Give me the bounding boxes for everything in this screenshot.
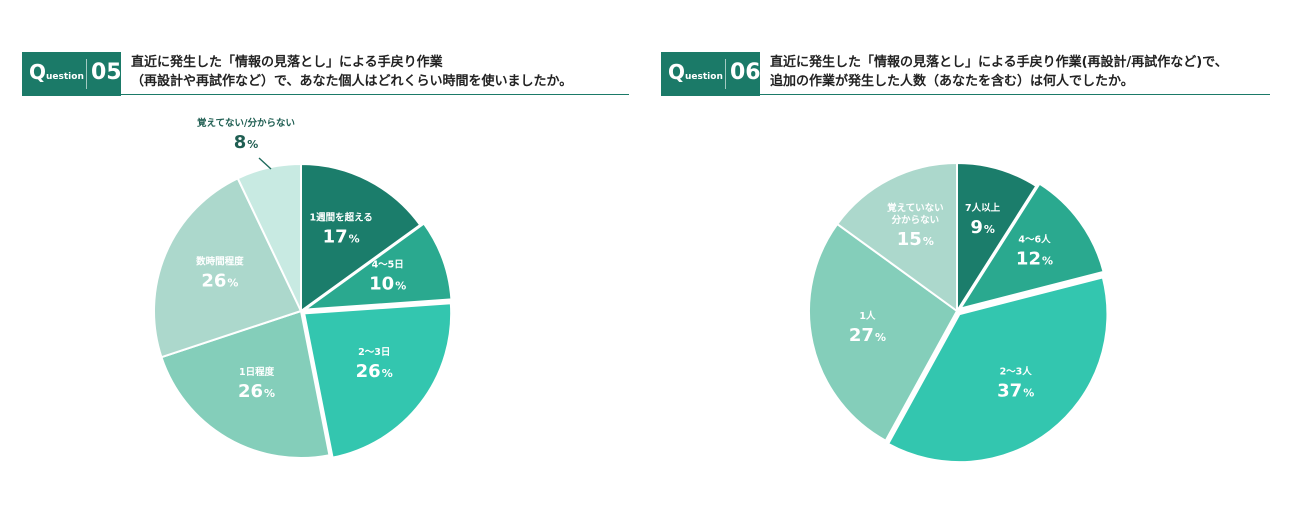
question-badge: Q uestion 05 — [22, 52, 122, 96]
slice-label: 2〜3人 — [1000, 366, 1033, 378]
header-underline — [22, 94, 629, 95]
question-number: 06 — [730, 60, 761, 85]
slice-label: 覚えてない/分からない — [196, 117, 295, 129]
slice-value: 17% — [323, 226, 360, 247]
pie-slice-2 — [303, 222, 453, 311]
slice-label: 1日程度 — [239, 366, 275, 378]
pie-slice-5 — [153, 177, 302, 359]
badge-label: uestion — [685, 72, 723, 82]
question-title-line: （再設計や再試作など）で、あなた個人はどれくらい時間を使いましたか。 — [131, 74, 573, 89]
question-number: 05 — [91, 60, 122, 85]
question-05-panel: Q uestion 05 直近に発生した「情報の見落とし」による手戻り作業 （再… — [22, 52, 629, 459]
slice-label: 4〜6人 — [1018, 234, 1051, 246]
pie-slice-1 — [300, 163, 422, 312]
question-06-panel: Q uestion 06 直近に発生した「情報の見落とし」による手戻り作業(再設… — [650, 0, 1300, 509]
slice-value: 37% — [997, 381, 1034, 402]
slice-label: 2〜3日 — [358, 347, 390, 358]
question-header: Q uestion 06 直近に発生した「情報の見落とし」による手戻り作業(再設… — [661, 52, 1270, 96]
question-title-line: 直近に発生した「情報の見落とし」による手戻り作業 — [131, 55, 443, 70]
badge-label: uestion — [46, 72, 84, 82]
pie-slice-3 — [303, 302, 453, 459]
pie-slice-2 — [959, 182, 1105, 310]
pie-chart-q5: 1週間を超える 17% 4〜5日 10% 2〜3日 26% 1日程度 26% 数時間程度 26% 覚… — [153, 117, 453, 459]
slice-value: 15% — [897, 229, 934, 250]
slice-value: 26% — [238, 381, 275, 402]
slice-label: 覚えていない — [886, 202, 944, 214]
question-title-line: 直近に発生した「情報の見落とし」による手戻り作業(再設計/再試作など)で、 — [770, 55, 1228, 70]
slice-label: 分からない — [892, 214, 940, 226]
slice-value: 10% — [369, 274, 406, 295]
pie-slice-4 — [160, 310, 331, 459]
question-title: 直近に発生した「情報の見落とし」による手戻り作業(再設計/再試作など)で、 追加… — [770, 53, 1270, 91]
slice-value: 9% — [970, 217, 995, 238]
slice-label: 4〜5日 — [372, 260, 404, 271]
pie-slice-4 — [808, 223, 958, 442]
slice-value: 8% — [234, 132, 259, 153]
header-underline — [661, 94, 1270, 95]
pie-slice-1 — [956, 162, 1038, 312]
slice-value: 26% — [201, 270, 238, 291]
badge-q-letter: Q — [29, 60, 47, 84]
question-title-line: 追加の作業が発生した人数（あなたを含む）は何人でしたか。 — [770, 74, 1134, 89]
pie-slice-3 — [887, 276, 1109, 464]
slice-label: 1週間を超える — [309, 211, 372, 223]
badge-divider — [86, 59, 87, 89]
badge-q-letter: Q — [668, 60, 686, 84]
slice-label: 数時間程度 — [195, 255, 244, 267]
question-badge: Q uestion 06 — [661, 52, 761, 96]
label-leader-line — [258, 157, 272, 170]
question-title: 直近に発生した「情報の見落とし」による手戻り作業 （再設計や再試作など）で、あな… — [131, 53, 629, 91]
badge-divider — [725, 59, 726, 89]
slice-value: 27% — [849, 325, 886, 346]
slice-value: 26% — [356, 361, 393, 382]
slice-value: 12% — [1016, 249, 1053, 270]
slice-label: 7人以上 — [965, 202, 1001, 214]
slice-label: 1人 — [859, 310, 876, 322]
question-header: Q uestion 05 直近に発生した「情報の見落とし」による手戻り作業 （再… — [22, 52, 629, 96]
pie-slice-5 — [836, 162, 958, 312]
